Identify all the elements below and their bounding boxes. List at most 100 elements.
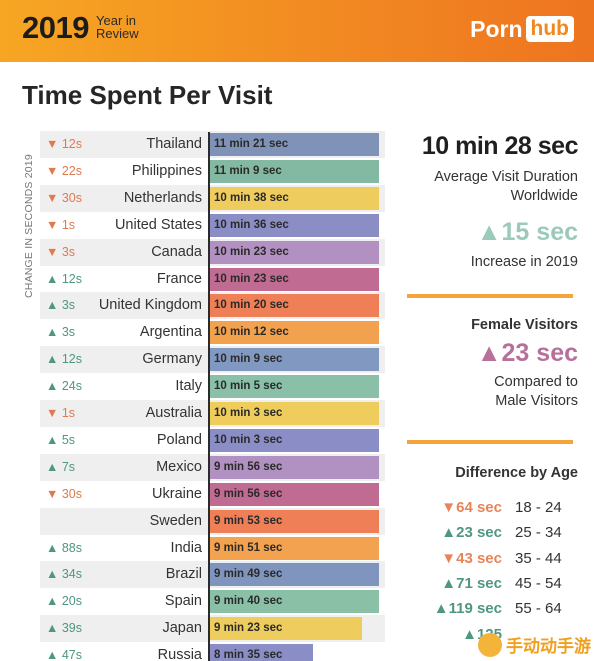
- down-arrow-icon: ▼: [46, 137, 62, 151]
- up-arrow-icon: ▲: [46, 325, 62, 340]
- change-value: ▲ 34s: [46, 567, 82, 581]
- up-arrow-icon: ▲: [46, 298, 62, 313]
- table-row: ▲ 39s Japan 9 min 23 sec: [40, 615, 385, 643]
- table-row: ▲ 7s Mexico 9 min 56 sec: [40, 453, 385, 481]
- age-diff-text: 43 sec: [456, 549, 502, 567]
- up-arrow-icon: ▲: [476, 339, 502, 367]
- female-title: Female Visitors: [471, 317, 578, 333]
- table-row: ▲ 88s India 9 min 51 sec: [40, 535, 385, 562]
- down-arrow-icon: ▼: [46, 190, 62, 205]
- up-arrow-icon: ▲: [433, 600, 449, 618]
- change-text: 24s: [61, 379, 83, 394]
- up-arrow-icon: ▲: [46, 594, 62, 609]
- change-value: ▲ 39s: [46, 621, 82, 635]
- table-row: ▼ 1s Australia 10 min 3 sec: [40, 400, 385, 427]
- chart-axis-line: [208, 132, 210, 661]
- bar: 10 min 38 sec: [209, 186, 379, 210]
- country-label: Japan: [162, 620, 202, 637]
- logo-text-part2: hub: [525, 16, 574, 42]
- bar-value-label: 9 min 23 sec: [214, 622, 283, 635]
- change-value: ▲ 88s: [46, 541, 82, 555]
- table-row: ▼ 3s Canada 10 min 23 sec: [40, 238, 385, 266]
- up-arrow-icon: ▲: [46, 379, 62, 394]
- avg-visit-block: 10 min 28 sec Average Visit Duration Wor…: [400, 132, 579, 206]
- avg-visit-label-2: Worldwide: [510, 188, 578, 204]
- up-arrow-icon: ▲: [441, 524, 457, 542]
- age-diff-text: 23 sec: [456, 524, 502, 542]
- table-row: ▲ 12s France 10 min 23 sec: [40, 266, 385, 293]
- country-label: Philippines: [131, 162, 202, 179]
- down-arrow-icon: ▼: [441, 499, 457, 516]
- table-row: ▼ 22s Philippines 11 min 9 sec: [40, 158, 385, 185]
- table-row: ▲ 5s Poland 10 min 3 sec: [40, 427, 385, 454]
- female-value-text: 23 sec: [501, 339, 578, 367]
- change-text: 20s: [61, 594, 83, 609]
- bar-value-label: 10 min 5 sec: [214, 380, 283, 393]
- down-arrow-icon: ▼: [46, 406, 62, 420]
- change-text: 7s: [61, 459, 76, 474]
- change-text: 30s: [61, 486, 83, 501]
- bar: 10 min 3 sec: [209, 428, 379, 452]
- change-text: 47s: [61, 648, 83, 661]
- change-value: ▼ 1s: [46, 218, 75, 232]
- bar: 9 min 23 sec: [209, 617, 362, 641]
- age-diff-value: ▲71 sec: [441, 575, 502, 592]
- change-value: ▼ 1s: [46, 406, 75, 420]
- country-label: United States: [114, 216, 202, 233]
- up-arrow-icon: ▲: [46, 621, 62, 636]
- header-banner: 2019 Year in Review Porn hub: [0, 0, 594, 62]
- up-arrow-icon: ▲: [476, 218, 502, 246]
- up-arrow-icon: ▲: [46, 567, 62, 582]
- change-value: ▲ 5s: [46, 433, 75, 447]
- age-range-label: 35 - 44: [515, 549, 562, 567]
- bar: 10 min 9 sec: [209, 348, 379, 372]
- table-row: Sweden 9 min 53 sec: [40, 507, 385, 535]
- increase-value-text: 15 sec: [501, 218, 578, 246]
- up-arrow-icon: ▲: [46, 540, 62, 555]
- age-diff-text: 64 sec: [456, 499, 502, 516]
- bar-value-label: 10 min 9 sec: [214, 353, 283, 366]
- country-label: United Kingdom: [98, 297, 202, 314]
- increase-block: ▲15 sec Increase in 2019: [400, 218, 578, 272]
- country-label: Spain: [164, 593, 202, 610]
- chart-title: Time Spent Per Visit: [22, 80, 273, 110]
- female-value: ▲23 sec: [400, 339, 578, 368]
- bar-value-label: 10 min 23 sec: [214, 272, 289, 285]
- change-text: 1s: [61, 217, 76, 232]
- change-value: ▼ 30s: [46, 487, 82, 501]
- country-label: Germany: [142, 351, 202, 368]
- watermark: 手动动手游: [478, 628, 591, 661]
- down-arrow-icon: ▼: [441, 549, 457, 567]
- country-label: Ukraine: [152, 485, 202, 502]
- bar: 9 min 56 sec: [209, 482, 379, 506]
- change-value: ▲ 12s: [46, 272, 82, 286]
- table-row: ▲ 12s Germany 10 min 9 sec: [40, 346, 385, 374]
- bar-value-label: 10 min 38 sec: [214, 191, 289, 204]
- change-value: ▼ 22s: [46, 164, 82, 178]
- bar: 10 min 20 sec: [209, 294, 379, 318]
- age-row: ▼43 sec 35 - 44: [420, 548, 590, 573]
- age-diff-value: ▲23 sec: [441, 524, 502, 541]
- table-row: ▲ 3s Argentina 10 min 12 sec: [40, 319, 385, 346]
- bar: 11 min 9 sec: [209, 159, 379, 183]
- bar-value-label: 9 min 51 sec: [214, 541, 283, 554]
- change-value: ▼ 12s: [46, 137, 82, 151]
- change-value: ▼ 30s: [46, 191, 82, 205]
- bar-value-label: 10 min 12 sec: [214, 326, 289, 339]
- change-value: ▲ 20s: [46, 594, 82, 608]
- bar-value-label: 10 min 20 sec: [214, 299, 289, 312]
- up-arrow-icon: ▲: [46, 271, 62, 286]
- country-label: India: [170, 539, 202, 556]
- up-arrow-icon: ▲: [46, 648, 62, 661]
- country-label: France: [156, 270, 202, 287]
- bar: 9 min 51 sec: [209, 536, 379, 560]
- female-label-1: Compared to: [494, 374, 578, 390]
- brand-logo: Porn hub: [470, 12, 574, 46]
- bar: 9 min 53 sec: [209, 509, 379, 533]
- country-label: Poland: [156, 431, 202, 448]
- change-text: 12s: [61, 352, 83, 367]
- change-text: 88s: [61, 540, 83, 555]
- age-diff-text: 71 sec: [456, 574, 502, 592]
- up-arrow-icon: ▲: [46, 432, 62, 447]
- down-arrow-icon: ▼: [46, 486, 62, 501]
